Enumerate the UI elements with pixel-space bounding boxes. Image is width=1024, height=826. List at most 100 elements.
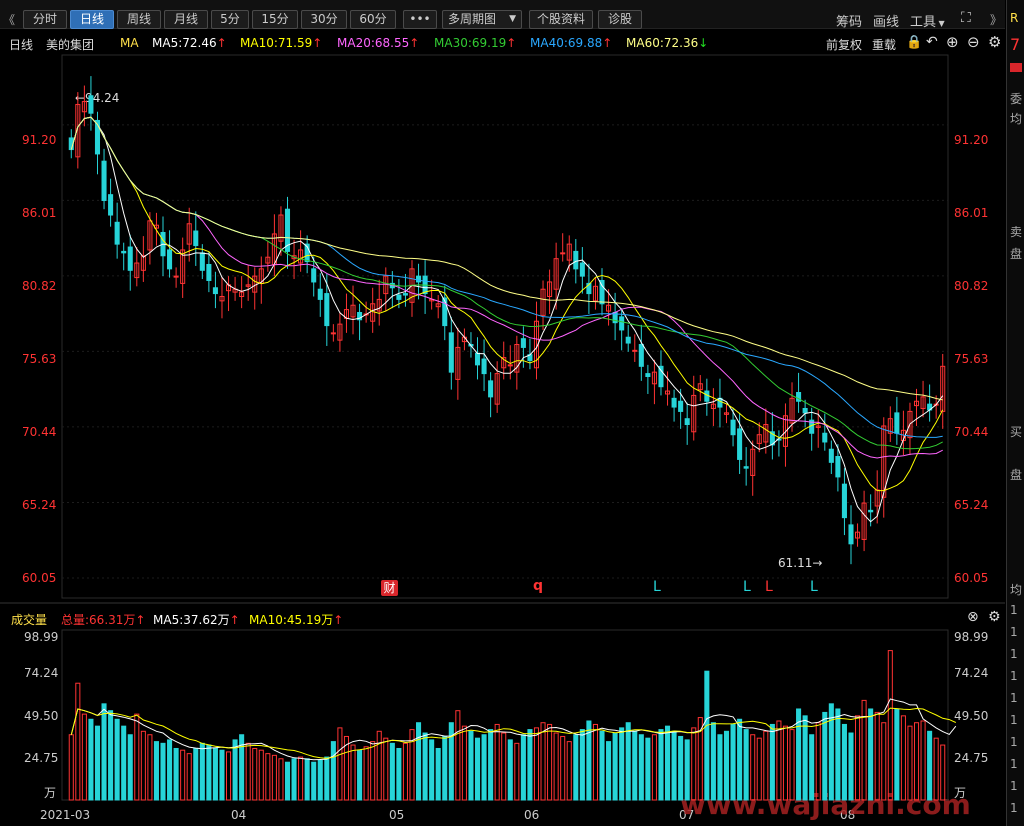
volume-tick-right: 49.50 <box>954 709 989 723</box>
volume-bar <box>756 737 762 801</box>
tab-yuexian[interactable]: 月线 <box>164 10 208 29</box>
close-volume-icon[interactable]: ⊗ <box>967 609 979 625</box>
tab-zhouxian[interactable]: 周线 <box>117 10 161 29</box>
tab-30min[interactable]: 30分 <box>301 10 347 29</box>
lock-icon[interactable]: 🔒 <box>906 35 923 50</box>
volume-title: 成交量 <box>11 613 48 627</box>
event-marker-l[interactable]: L <box>810 579 818 595</box>
side-digit: 1 <box>1010 691 1018 705</box>
volume-bar <box>678 735 684 801</box>
volume-bar <box>245 742 251 801</box>
volume-bar <box>927 730 933 801</box>
tools-dropdown[interactable]: 工具 ▼ <box>910 11 945 30</box>
candle <box>887 418 893 434</box>
price-tick-right: 70.44 <box>954 425 989 439</box>
back-icon[interactable]: 《 <box>3 13 16 27</box>
price-tick-right: 86.01 <box>954 206 989 220</box>
tab-rixian[interactable]: 日线 <box>70 10 114 29</box>
draw-line-button[interactable]: 画线 <box>873 15 900 30</box>
volume-bar <box>501 732 507 801</box>
candle <box>553 258 559 290</box>
volume-bar <box>199 742 205 801</box>
candle <box>416 275 422 283</box>
candle <box>697 383 703 391</box>
price-tick-right: 75.63 <box>954 352 989 366</box>
volume-ma10-line <box>70 707 957 759</box>
candle <box>488 380 494 398</box>
volume-bar <box>586 720 592 801</box>
candle <box>678 400 684 412</box>
event-marker-q[interactable]: q <box>533 578 544 594</box>
ma30-value: MA30:69.19↑ <box>434 36 517 50</box>
event-marker-l[interactable]: L <box>653 579 661 595</box>
volume-bar <box>389 742 395 801</box>
fuquan-button[interactable]: 前复权 <box>826 38 863 52</box>
volume-unit-right: 万 <box>954 786 967 800</box>
event-marker-l[interactable]: L <box>765 579 773 595</box>
volume-bar <box>225 751 232 801</box>
candle <box>606 304 612 312</box>
candle <box>186 223 192 245</box>
reload-button[interactable]: 重载 <box>872 38 897 52</box>
tab-5min[interactable]: 5分 <box>211 10 249 29</box>
candle <box>756 434 762 444</box>
ma60-value: MA60:72.36↓ <box>626 36 709 50</box>
diagnose-button[interactable]: 诊股 <box>598 10 642 29</box>
volume-bar <box>81 713 87 801</box>
volume-bar <box>121 725 127 801</box>
volume-bar <box>697 717 703 801</box>
finance-report-badge[interactable]: 财 <box>381 580 398 596</box>
candle <box>278 214 284 242</box>
candle <box>802 408 808 414</box>
candle <box>324 293 330 327</box>
volume-bar <box>579 729 585 801</box>
volume-bar <box>704 670 710 801</box>
volume-bar <box>114 718 120 801</box>
volume-bar <box>658 729 664 801</box>
volume-bar <box>376 730 382 801</box>
zoom-out-icon[interactable]: ⊖ <box>967 33 980 51</box>
candle <box>311 268 317 283</box>
tab-15min[interactable]: 15分 <box>252 10 298 29</box>
undo-icon[interactable]: ↶ <box>926 34 938 50</box>
zoom-in-icon[interactable]: ⊕ <box>946 33 959 51</box>
candle <box>547 281 553 297</box>
candle <box>474 352 481 366</box>
volume-bar <box>809 734 815 801</box>
event-marker-l[interactable]: L <box>743 579 751 595</box>
candle <box>710 403 716 410</box>
volume-bar <box>494 723 500 801</box>
candle <box>671 397 677 408</box>
volume-bar <box>769 723 775 801</box>
side-digit: 1 <box>1010 625 1018 639</box>
volume-settings-gear-icon[interactable]: ⚙ <box>988 609 1001 625</box>
volume-bar <box>127 734 133 801</box>
stock-info-button[interactable]: 个股资料 <box>529 10 593 29</box>
volume-bar <box>881 722 887 801</box>
more-icon[interactable]: ••• <box>403 10 437 29</box>
candle <box>782 415 789 447</box>
volume-tick-left: 98.99 <box>24 630 59 644</box>
volume-bar <box>298 756 304 801</box>
forward-icon[interactable]: 》 <box>990 13 1003 27</box>
tab-fenshi[interactable]: 分时 <box>23 10 67 29</box>
candle <box>743 466 749 469</box>
chips-button[interactable]: 筹码 <box>836 15 863 30</box>
candle <box>769 431 775 446</box>
ma30-line <box>70 116 943 450</box>
candle <box>455 346 461 380</box>
candle <box>658 365 664 388</box>
volume-bar <box>278 758 284 801</box>
settings-gear-icon[interactable]: ⚙ <box>988 33 1002 51</box>
multi-period-dropdown[interactable]: 多周期图 ▼ <box>442 10 522 29</box>
volume-bar <box>789 729 795 801</box>
candle <box>560 252 566 255</box>
side-price: 7 <box>1010 35 1021 54</box>
side-digit: 1 <box>1010 713 1018 727</box>
volume-bar <box>861 699 867 801</box>
side-label: 盘 <box>1010 247 1023 261</box>
fullscreen-icon[interactable]: ⛶ <box>961 10 971 26</box>
candle <box>357 311 363 321</box>
tab-60min[interactable]: 60分 <box>350 10 396 29</box>
